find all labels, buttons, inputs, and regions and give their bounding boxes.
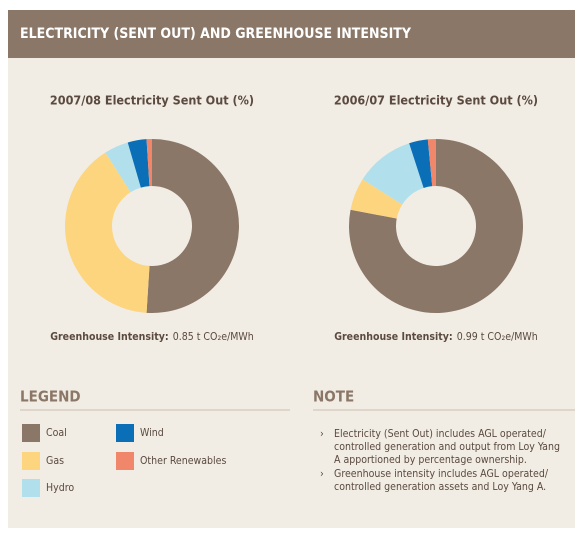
intensity-label: Greenhouse Intensity: [334, 331, 452, 343]
chart-title: 2006/07 Electricity Sent Out (%) [334, 93, 538, 108]
donut-slice [127, 139, 150, 188]
legend-swatch [116, 424, 134, 442]
legend-label: Other Renewables [140, 455, 226, 467]
donut-slice [146, 139, 152, 187]
legend-swatch [22, 479, 40, 497]
donut-slice [105, 142, 141, 193]
legend-swatch [22, 424, 40, 442]
intensity: Greenhouse Intensity: 0.85 t CO₂e/MWh [50, 331, 253, 343]
donut-slice [362, 143, 424, 205]
header-title: ELECTRICITY (SENT OUT) AND GREENHOUSE IN… [8, 10, 575, 58]
intensity-unit: t CO₂e/MWh [481, 331, 538, 343]
chart-title: 2007/08 Electricity Sent Out (%) [50, 93, 254, 108]
intensity: Greenhouse Intensity: 0.99 t CO₂e/MWh [334, 331, 537, 343]
intensity-label: Greenhouse Intensity: [50, 331, 168, 343]
legend-swatch [116, 452, 134, 470]
donut-slice [65, 152, 150, 313]
legend-label: Coal [46, 427, 67, 439]
donut-slice [409, 139, 433, 188]
intensity-value: 0.85 [173, 331, 194, 343]
legend-label: Gas [46, 455, 64, 467]
donut-slice [427, 139, 436, 187]
legend-title: LEGEND [20, 388, 81, 406]
donut-slice [350, 179, 403, 219]
legend-label: Wind [140, 427, 164, 439]
notes: Electricity (Sent Out) includes AGL oper… [320, 428, 560, 495]
legend-label: Hydro [46, 482, 74, 494]
note-title: NOTE [313, 388, 354, 406]
intensity-unit: t CO₂e/MWh [197, 331, 254, 343]
note-item: Electricity (Sent Out) includes AGL oper… [320, 428, 560, 467]
donut-slice [146, 139, 240, 313]
note-item: Greenhouse intensity includes AGL operat… [320, 468, 560, 494]
legend-swatch [22, 452, 40, 470]
intensity-value: 0.99 [457, 331, 478, 343]
donut-slice [349, 139, 523, 313]
